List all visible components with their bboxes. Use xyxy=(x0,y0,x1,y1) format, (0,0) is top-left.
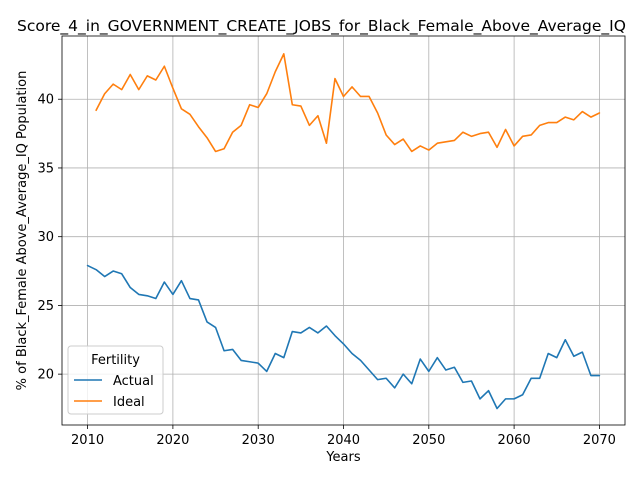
legend-title: Fertility xyxy=(91,353,140,368)
y-axis-ticks: 20 25 30 35 40 xyxy=(37,93,62,383)
legend: Fertility Actual Ideal xyxy=(67,345,164,415)
x-tick-label: 2010 xyxy=(71,433,104,448)
legend-entries: Actual Ideal xyxy=(74,374,154,410)
series-line-actual xyxy=(86,264,601,410)
series-line-ideal xyxy=(95,53,601,153)
legend-label-actual: Actual xyxy=(113,374,154,389)
x-tick-label: 2030 xyxy=(242,433,275,448)
x-axis-label: Years xyxy=(325,450,361,465)
x-tick-label: 2050 xyxy=(412,433,445,448)
y-tick-label: 30 xyxy=(37,230,54,245)
y-tick-label: 25 xyxy=(37,299,54,314)
x-tick-label: 2060 xyxy=(498,433,531,448)
y-tick-label: 20 xyxy=(37,368,54,383)
x-tick-label: 2040 xyxy=(327,433,360,448)
x-tick-label: 2070 xyxy=(583,433,616,448)
y-tick-label: 35 xyxy=(37,161,54,176)
x-axis-ticks: 2010 2020 2030 2040 2050 2060 2070 xyxy=(71,425,616,448)
y-axis-label: % of Black_Female Above_Average_IQ Popul… xyxy=(15,71,30,391)
chart-title: Score_4_in_GOVERNMENT_CREATE_JOBS_for_Bl… xyxy=(17,17,626,36)
y-tick-label: 40 xyxy=(37,93,54,108)
x-tick-label: 2020 xyxy=(156,433,189,448)
series-lines xyxy=(86,53,601,410)
legend-label-ideal: Ideal xyxy=(113,395,145,410)
legend-box xyxy=(67,345,164,415)
